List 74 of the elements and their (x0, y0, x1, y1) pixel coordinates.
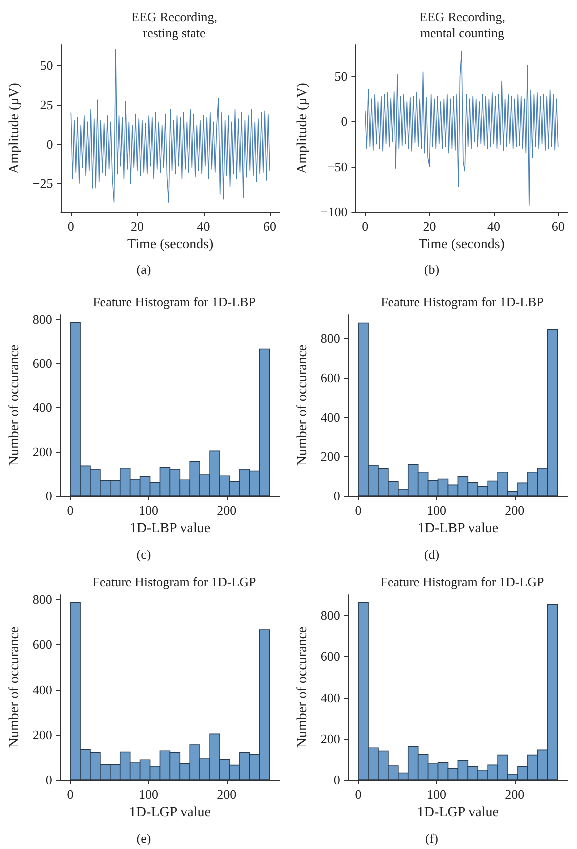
text: (e) (136, 831, 152, 846)
line-series (364, 50, 559, 206)
y-axis-title: Amplitude (µV) (296, 82, 310, 174)
x-tick-label: 200 (505, 787, 525, 802)
y-tick-label: 0 (46, 772, 52, 788)
x-tick-label: 0 (362, 219, 369, 234)
y-tick-label: 400 (320, 690, 340, 706)
x-axis-title: Time (seconds) (418, 237, 506, 252)
y-tick-label: 0 (341, 114, 348, 130)
x-tick-label: 40 (488, 219, 501, 234)
chart-title: Feature Histogram for 1D-LGP (380, 574, 544, 590)
x-tick-label: 200 (217, 503, 237, 518)
x-tick-label: 60 (552, 219, 565, 234)
y-tick-label: 0 (334, 488, 340, 504)
x-tick-label: 200 (505, 503, 525, 518)
x-axis-title: Time (seconds) (128, 237, 214, 252)
text: (d) (424, 547, 440, 562)
y-tick-label: 400 (320, 410, 340, 425)
y-axis-title: Number of occurance (296, 626, 310, 748)
x-tick-label: 0 (67, 503, 74, 518)
x-tick-label: 0 (67, 787, 74, 802)
y-tick-label: 400 (32, 400, 52, 416)
chart-title: Feature Histogram for 1D-LBP (381, 294, 544, 310)
y-tick-label: 200 (320, 731, 340, 746)
y-tick-label: 400 (32, 682, 52, 698)
x-tick-label: 100 (426, 787, 446, 802)
y-tick-label: 600 (320, 370, 340, 386)
x-axis-title: 1D-LGP value (417, 805, 499, 820)
x-tick-label: 0 (355, 503, 362, 518)
chart-title: EEG Recording, resting state (132, 10, 218, 40)
y-axis-title: Number of occurance (8, 344, 22, 466)
y-tick-label: 0 (334, 772, 340, 788)
chart-title: Feature Histogram for 1D-LBP (93, 294, 256, 310)
x-tick-label: 100 (426, 503, 446, 518)
x-tick-label: 40 (197, 219, 210, 234)
x-tick-label: 100 (138, 787, 158, 802)
y-tick-label: 0 (46, 136, 54, 152)
y-axis-title: Amplitude (µV) (8, 82, 22, 174)
y-tick-label: 600 (32, 356, 52, 372)
y-axis-title: Number of occurance (8, 626, 22, 748)
text: (a) (136, 262, 152, 277)
y-tick-label: 200 (32, 727, 52, 742)
line-series (70, 49, 270, 203)
y-tick-label: 25 (40, 97, 54, 112)
x-tick-label: 0 (68, 219, 74, 234)
y-tick-label: 50 (40, 58, 54, 73)
x-tick-label: 200 (217, 787, 237, 802)
y-tick-label: −25 (32, 176, 54, 192)
y-tick-label: 800 (32, 312, 52, 327)
x-tick-label: 20 (423, 219, 436, 234)
y-axis-title: Number of occurance (296, 344, 310, 466)
chart-title: Feature Histogram for 1D-LGP (92, 574, 256, 590)
chart-title: EEG Recording, mental counting (420, 10, 506, 40)
text: (b) (424, 262, 440, 277)
x-tick-label: 20 (130, 219, 144, 234)
y-tick-label: 800 (320, 608, 340, 624)
y-tick-label: 200 (32, 444, 52, 460)
y-tick-label: 50 (334, 69, 348, 84)
y-tick-label: 600 (32, 637, 52, 652)
x-axis-title: 1D-LBP value (418, 521, 499, 536)
text: (f) (426, 831, 439, 846)
y-tick-label: 200 (320, 449, 340, 464)
y-tick-label: 800 (320, 331, 340, 346)
y-tick-label: 800 (32, 592, 52, 608)
x-tick-label: 60 (264, 219, 277, 234)
x-axis-title: 1D-LGP value (129, 805, 211, 820)
x-axis-title: 1D-LBP value (130, 521, 211, 536)
y-tick-label: −100 (320, 204, 348, 220)
y-tick-label: 0 (46, 488, 52, 504)
x-tick-label: 0 (355, 787, 362, 802)
x-tick-label: 100 (138, 503, 158, 518)
y-tick-label: 600 (320, 649, 340, 664)
y-tick-label: −50 (327, 159, 348, 174)
text: (c) (136, 547, 152, 562)
